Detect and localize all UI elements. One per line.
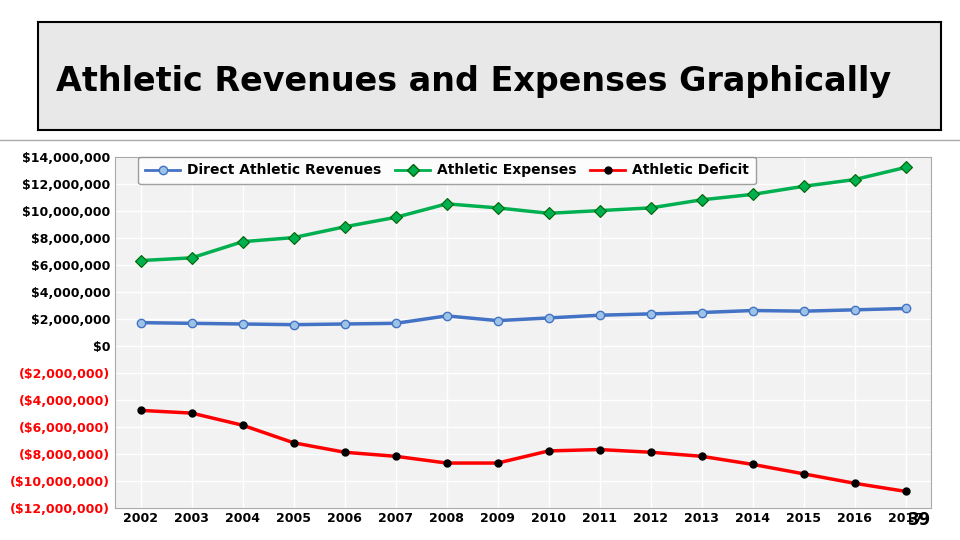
Direct Athletic Revenues	[645, 310, 657, 317]
Direct Athletic Revenues	[135, 319, 147, 326]
Athletic Expenses	[594, 207, 606, 214]
Athletic Deficit	[645, 449, 657, 455]
Direct Athletic Revenues	[186, 320, 198, 327]
Direct Athletic Revenues	[237, 321, 249, 327]
Athletic Deficit	[135, 407, 147, 414]
Athletic Expenses	[135, 258, 147, 264]
Athletic Expenses	[849, 176, 860, 183]
Athletic Expenses	[288, 234, 300, 241]
Athletic Expenses	[798, 183, 809, 190]
Direct Athletic Revenues	[594, 312, 606, 319]
Athletic Deficit	[747, 461, 758, 468]
Athletic Deficit	[798, 470, 809, 477]
Direct Athletic Revenues	[390, 320, 401, 327]
Athletic Expenses	[900, 164, 911, 171]
Direct Athletic Revenues	[696, 309, 708, 316]
Athletic Deficit	[288, 440, 300, 446]
Athletic Deficit	[594, 446, 606, 453]
Athletic Deficit	[237, 422, 249, 429]
Athletic Expenses	[339, 224, 350, 230]
Direct Athletic Revenues	[543, 315, 555, 321]
Line: Athletic Expenses: Athletic Expenses	[136, 163, 910, 265]
Athletic Deficit	[339, 449, 350, 455]
Athletic Expenses	[186, 255, 198, 261]
Direct Athletic Revenues	[288, 321, 300, 328]
Line: Direct Athletic Revenues: Direct Athletic Revenues	[136, 305, 910, 329]
Athletic Expenses	[492, 205, 503, 211]
Athletic Deficit	[543, 448, 555, 454]
Athletic Expenses	[747, 191, 758, 198]
Athletic Deficit	[186, 410, 198, 416]
Athletic Expenses	[543, 210, 555, 217]
Direct Athletic Revenues	[747, 307, 758, 314]
Direct Athletic Revenues	[441, 313, 452, 319]
Athletic Deficit	[900, 488, 911, 495]
Direct Athletic Revenues	[339, 321, 350, 327]
Line: Athletic Deficit: Athletic Deficit	[137, 407, 909, 495]
Legend: Direct Athletic Revenues, Athletic Expenses, Athletic Deficit: Direct Athletic Revenues, Athletic Expen…	[138, 157, 756, 185]
Direct Athletic Revenues	[849, 307, 860, 313]
Athletic Expenses	[441, 201, 452, 207]
Athletic Deficit	[696, 453, 708, 460]
Direct Athletic Revenues	[900, 305, 911, 312]
Athletic Expenses	[645, 205, 657, 211]
Direct Athletic Revenues	[492, 318, 503, 324]
Athletic Expenses	[390, 214, 401, 220]
Direct Athletic Revenues	[798, 308, 809, 314]
Athletic Deficit	[390, 453, 401, 460]
Text: Athletic Revenues and Expenses Graphically: Athletic Revenues and Expenses Graphical…	[57, 64, 892, 98]
Athletic Deficit	[441, 460, 452, 466]
Athletic Expenses	[237, 238, 249, 245]
Athletic Deficit	[492, 460, 503, 466]
Athletic Expenses	[696, 197, 708, 203]
Athletic Deficit	[849, 480, 860, 487]
Text: 39: 39	[908, 511, 931, 529]
